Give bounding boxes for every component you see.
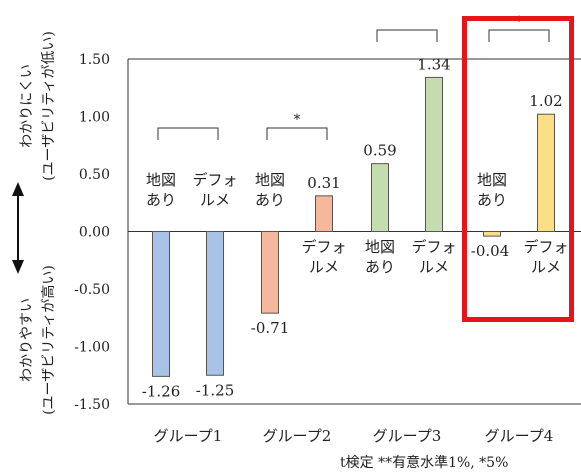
bar-category-label: あり <box>255 191 285 209</box>
significance-bracket <box>376 29 438 42</box>
bar-category-label: 地図 <box>255 171 285 189</box>
bar-category-label: デフォ <box>523 238 568 256</box>
bar-category-label: 地図 <box>365 238 395 256</box>
bar <box>425 76 443 233</box>
group-label: グループ4 <box>485 427 554 445</box>
group-label: グループ2 <box>263 427 332 445</box>
significance-mark: * <box>294 112 301 128</box>
significance-bracket <box>488 29 550 42</box>
bar-category-label: ルメ <box>531 258 561 276</box>
bar <box>537 113 555 232</box>
bar-category-label: ルメ <box>309 258 339 276</box>
arrow-down-icon <box>12 260 24 274</box>
bar-value-label: -0.04 <box>471 242 509 260</box>
bar-category-label: デフォ <box>192 171 237 189</box>
bar-category-label: ルメ <box>200 191 230 209</box>
y-axis-label: わかりにくい <box>19 64 35 148</box>
y-axis-label: (ユーザビリティが低い) <box>41 31 57 181</box>
bar-category-label: 地図 <box>477 171 507 189</box>
bar-value-label: -0.71 <box>251 319 289 337</box>
bar-value-label: -1.26 <box>142 382 180 400</box>
bar <box>315 195 333 233</box>
bar-category-label: あり <box>365 258 395 276</box>
significance-bracket <box>157 127 219 140</box>
y-axis-label: (ユーザビリティが高い) <box>41 265 57 415</box>
y-tick-label: 0.50 <box>79 167 110 183</box>
bar-value-label: 0.31 <box>307 174 340 192</box>
significance-mark: * <box>516 14 523 30</box>
y-tick-label: -0.50 <box>74 282 110 298</box>
bar <box>483 231 501 237</box>
significance-bracket <box>266 127 328 140</box>
bar-category-label: あり <box>146 191 176 209</box>
bar-category-label: デフォ <box>411 238 456 256</box>
y-tick-label: 0.00 <box>79 225 110 241</box>
y-axis-label: わかりやすい <box>19 298 35 382</box>
significance-note: t検定 **有意水準1%, *5% <box>340 455 509 471</box>
bar-value-label: -1.25 <box>196 381 234 399</box>
group-label: グループ1 <box>154 427 223 445</box>
bar-value-label: 1.02 <box>529 92 562 110</box>
bar-value-label: 1.34 <box>417 55 450 73</box>
bar-category-label: デフォ <box>301 238 346 256</box>
bar <box>206 231 224 376</box>
bar <box>152 231 170 377</box>
arrow-up-icon <box>12 182 24 196</box>
bar-category-label: ルメ <box>419 258 449 276</box>
highlight-box <box>462 16 574 322</box>
y-tick-label: 1.00 <box>79 110 110 126</box>
bar <box>261 231 279 314</box>
y-tick-label: -1.00 <box>74 340 110 356</box>
group-label: グループ3 <box>373 427 442 445</box>
y-tick-label: -1.50 <box>74 397 110 413</box>
bar-category-label: 地図 <box>146 171 176 189</box>
bar-category-label: あり <box>477 191 507 209</box>
bar-value-label: 0.59 <box>363 142 396 160</box>
bar <box>371 163 389 232</box>
y-tick-label: 1.50 <box>79 52 110 68</box>
